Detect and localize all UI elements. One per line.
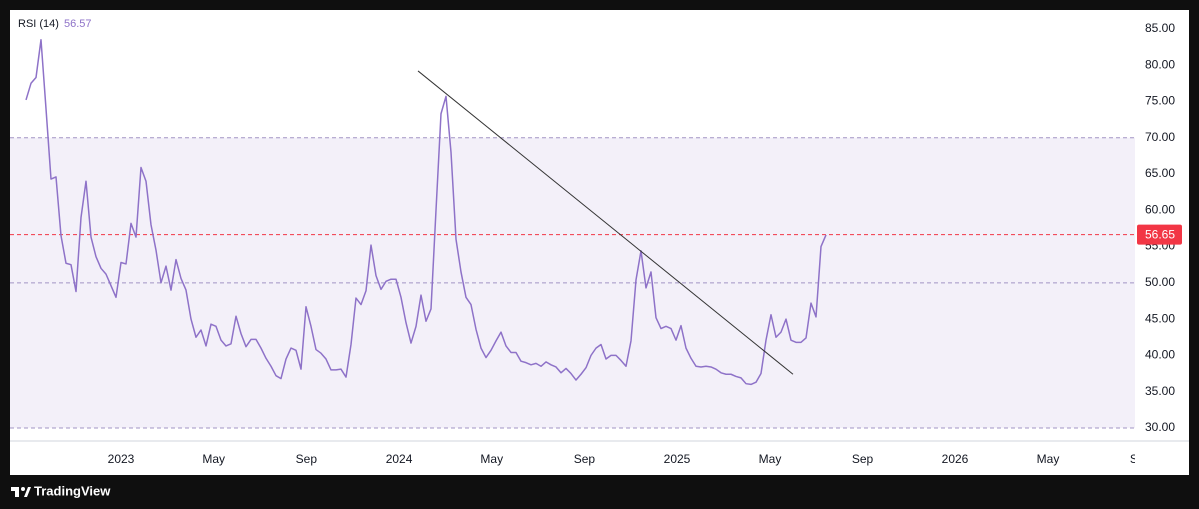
last-value-label: 56.65 <box>1145 228 1175 242</box>
trendline <box>417 70 794 375</box>
x-tick-label: Sep <box>296 452 318 466</box>
y-tick-label: 85.00 <box>1145 21 1175 35</box>
x-tick-label: Sep <box>574 452 596 466</box>
y-axis: 30.0035.0040.0045.0050.0055.0060.0065.00… <box>1137 21 1182 434</box>
x-axis: 2023 May Sep 2024 May Sep 2025 May Sep 2026 May Sep <box>108 452 1152 466</box>
brand-logo <box>11 487 31 497</box>
y-tick-label: 45.00 <box>1145 311 1175 325</box>
brand-name: TradingView <box>34 483 111 498</box>
y-tick-label: 75.00 <box>1145 94 1175 108</box>
x-tick-label: 2023 <box>108 452 135 466</box>
y-tick-label: 80.00 <box>1145 57 1175 71</box>
x-tick-label: 2024 <box>386 452 413 466</box>
last-value-box <box>1137 224 1182 245</box>
x-tick-label: 2025 <box>664 452 691 466</box>
x-tick-label: May <box>480 452 503 466</box>
rsi-line <box>25 39 827 386</box>
plot-area <box>10 39 1135 429</box>
y-tick-label: 70.00 <box>1145 130 1175 144</box>
y-tick-label: 50.00 <box>1145 275 1175 289</box>
y-tick-label: 60.00 <box>1145 202 1175 216</box>
series-name: RSI (14) <box>18 18 59 30</box>
x-tick-label: 2026 <box>942 452 969 466</box>
x-tick-label: May <box>759 452 782 466</box>
y-tick-label: 65.00 <box>1145 166 1175 180</box>
y-tick-label: 40.00 <box>1145 348 1175 362</box>
x-tick-label: May <box>1037 452 1060 466</box>
x-tick-label: May <box>202 452 225 466</box>
legend-value: 56.57 <box>64 18 92 30</box>
y-tick-label: 35.00 <box>1145 384 1175 398</box>
x-tick-label: Sep <box>1130 452 1152 466</box>
y-tick-label: 30.00 <box>1145 420 1175 434</box>
panel <box>10 10 1189 475</box>
x-tick-label: Sep <box>852 452 874 466</box>
